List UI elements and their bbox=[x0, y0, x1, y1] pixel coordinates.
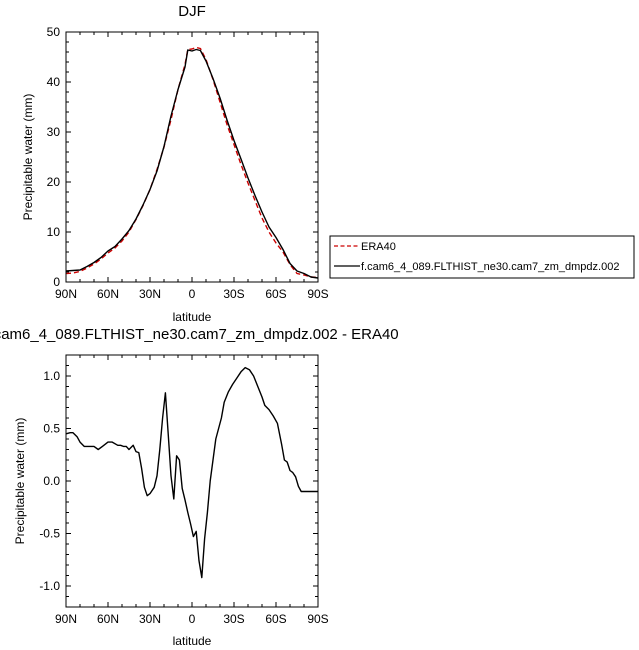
bottom-y-axis-label: Precipitable water (mm) bbox=[13, 418, 27, 545]
bottom-x-tick-label: 30N bbox=[139, 612, 161, 626]
bottom-chart-title: f.cam6_4_089.FLTHIST_ne30.cam7_zm_dmpdz.… bbox=[0, 326, 399, 343]
top-y-tick-label: 20 bbox=[47, 175, 61, 189]
bottom-x-tick-label: 90N bbox=[55, 612, 77, 626]
bottom-series-line-0 bbox=[65, 366, 318, 579]
bottom-y-tick-label: -0.5 bbox=[39, 527, 60, 541]
top-chart-title: DJF bbox=[178, 3, 206, 20]
legend-label-model: f.cam6_4_089.FLTHIST_ne30.cam7_zm_dmpdz.… bbox=[361, 261, 619, 273]
legend: ERA40 f.cam6_4_089.FLTHIST_ne30.cam7_zm_… bbox=[329, 235, 635, 279]
top-series-line-1 bbox=[65, 48, 319, 279]
legend-box bbox=[329, 235, 635, 279]
top-y-tick-label: 30 bbox=[47, 125, 61, 139]
top-x-tick-label: 0 bbox=[189, 287, 196, 301]
bottom-y-tick-label: 1.0 bbox=[43, 369, 60, 383]
top-y-tick-label: 0 bbox=[53, 275, 60, 289]
top-y-tick-label: 10 bbox=[47, 225, 61, 239]
top-series-group bbox=[65, 46, 319, 279]
bottom-ticks: 90N 60N 30N 0 30S 60S 90S -1.0 -0.5 0.0 0.5 1.0 bbox=[39, 354, 329, 626]
top-y-tick-label: 50 bbox=[47, 25, 61, 39]
bottom-x-tick-label: 0 bbox=[189, 612, 196, 626]
bottom-y-tick-label: 0.5 bbox=[43, 422, 60, 436]
top-x-tick-label: 90S bbox=[307, 287, 328, 301]
bottom-x-tick-label: 30S bbox=[223, 612, 244, 626]
bottom-plot-frame bbox=[65, 354, 319, 608]
top-x-tick-label: 30N bbox=[139, 287, 161, 301]
bottom-x-tick-label: 60N bbox=[97, 612, 119, 626]
top-y-axis-label: Precipitable water (mm) bbox=[21, 94, 35, 221]
bottom-series-group bbox=[65, 366, 318, 579]
top-chart: DJF 90N 60N 30N 0 30S 60S 90S 0 10 20 30 40 50 latit… bbox=[21, 3, 635, 324]
bottom-x-axis-label: latitude bbox=[173, 634, 212, 648]
top-x-tick-label: 60S bbox=[265, 287, 286, 301]
top-x-tick-label: 90N bbox=[55, 287, 77, 301]
bottom-y-tick-label: -1.0 bbox=[39, 579, 60, 593]
legend-label-era40: ERA40 bbox=[361, 241, 396, 253]
bottom-x-tick-label: 90S bbox=[307, 612, 328, 626]
top-x-tick-label: 60N bbox=[97, 287, 119, 301]
top-y-tick-label: 40 bbox=[47, 75, 61, 89]
bottom-x-tick-label: 60S bbox=[265, 612, 286, 626]
top-x-axis-label: latitude bbox=[173, 310, 212, 324]
bottom-chart: f.cam6_4_089.FLTHIST_ne30.cam7_zm_dmpdz.… bbox=[0, 326, 399, 648]
top-series-line-0 bbox=[65, 46, 319, 279]
top-ticks: 90N 60N 30N 0 30S 60S 90S 0 10 20 30 40 50 bbox=[47, 25, 329, 301]
top-plot-frame bbox=[65, 31, 319, 283]
bottom-y-tick-label: 0.0 bbox=[43, 474, 60, 488]
top-x-tick-label: 30S bbox=[223, 287, 244, 301]
